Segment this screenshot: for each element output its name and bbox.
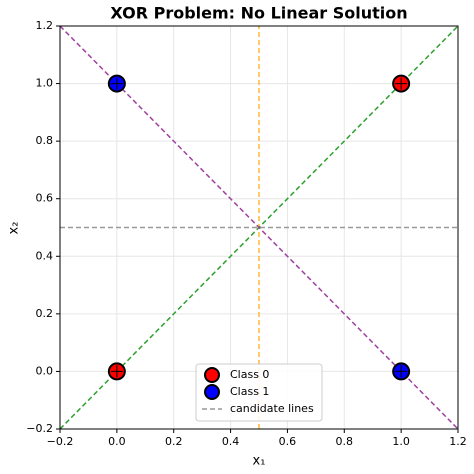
y-tick-label: 1.0 [36, 77, 54, 90]
y-tick-label: 0.4 [36, 249, 54, 262]
y-axis-label: x₂ [7, 222, 22, 235]
x-tick-label: 0.8 [336, 435, 354, 448]
chart-title: XOR Problem: No Linear Solution [110, 4, 407, 23]
x-tick-label: −0.2 [47, 435, 74, 448]
point-cross [395, 365, 408, 378]
x-tick-label: 1.2 [449, 435, 467, 448]
x-tick-label: 1.0 [392, 435, 410, 448]
x-tick-label: 0.2 [165, 435, 183, 448]
plot-frame [59, 25, 459, 430]
y-tick-label: 0.0 [36, 364, 54, 377]
legend-marker [204, 367, 220, 383]
legend-marker [204, 384, 220, 400]
y-tick-label: 0.2 [36, 307, 54, 320]
x-tick-label: 0.4 [222, 435, 240, 448]
y-tick-label: −0.2 [26, 422, 53, 435]
legend-box [195, 363, 323, 422]
y-tick-label: 1.2 [36, 19, 54, 32]
y-tick-label: 0.6 [36, 192, 54, 205]
legend-label: candidate lines [230, 402, 314, 415]
x-tick-label: 0.0 [108, 435, 126, 448]
point-cross [110, 365, 123, 378]
y-tick-label: 0.8 [36, 134, 54, 147]
legend: Class 0 Class 1 candidate lines [195, 363, 323, 422]
point-cross [110, 77, 123, 90]
x-tick-label: 0.6 [279, 435, 297, 448]
candidate-line [59, 25, 459, 430]
x-axis-label: x₁ [253, 454, 266, 469]
legend-label: Class 1 [230, 385, 269, 398]
legend-label: Class 0 [230, 368, 269, 381]
point-cross [395, 77, 408, 90]
